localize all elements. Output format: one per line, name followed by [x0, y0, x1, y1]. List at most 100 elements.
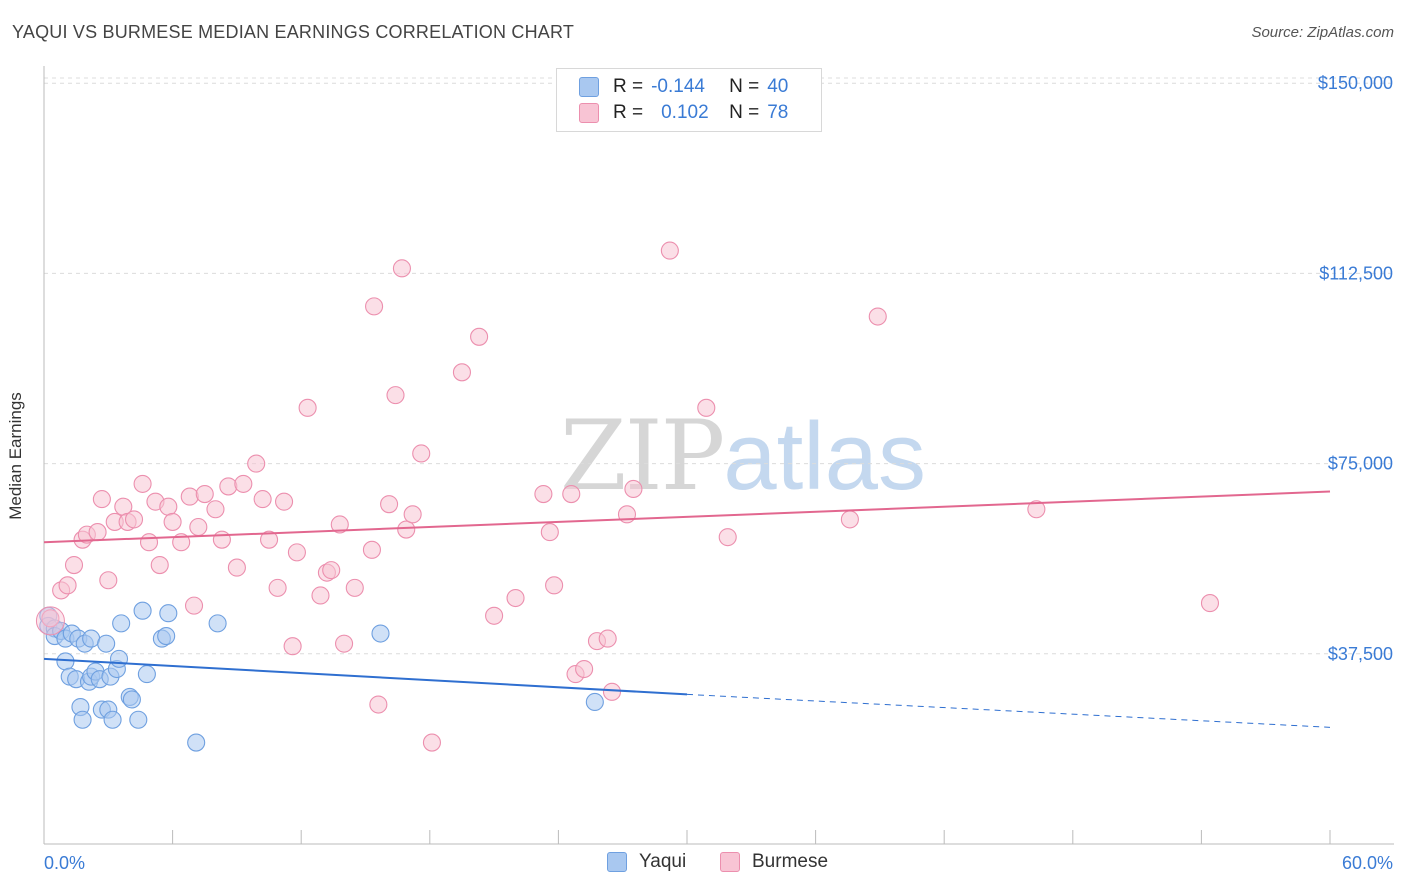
burmese-point — [219, 477, 238, 496]
burmese-point — [195, 484, 214, 504]
burmese-point — [227, 558, 246, 577]
burmese-point — [247, 454, 266, 473]
legend-n-value: 40 — [767, 76, 789, 97]
burmese-point — [598, 629, 617, 648]
burmese-point — [283, 637, 302, 656]
burmese-point — [268, 578, 287, 597]
yaqui-trend-line-extrapolated — [686, 693, 1331, 728]
bottom-legend-yaqui-label: Yaqui — [639, 851, 687, 872]
yaqui-point — [133, 601, 152, 620]
burmese-point — [298, 398, 317, 417]
burmese-point — [868, 307, 887, 326]
burmese-point — [180, 487, 199, 506]
burmese-point — [64, 555, 84, 575]
burmese-point — [92, 490, 111, 509]
yaqui-point — [137, 665, 156, 684]
yaqui-point — [56, 652, 75, 671]
bottom-legend-yaqui: Yaqui — [607, 851, 686, 873]
burmese-point — [412, 444, 431, 463]
burmese-point — [99, 571, 118, 590]
burmese-point — [163, 512, 182, 531]
y-tick-label: $150,000 — [1318, 73, 1393, 93]
watermark-atlas: atlas — [723, 403, 926, 510]
burmese-point — [275, 492, 294, 511]
bottom-legend-burmese-label: Burmese — [752, 851, 829, 872]
burmese-point — [562, 484, 581, 504]
burmese-point — [540, 523, 559, 542]
burmese-point — [386, 386, 405, 405]
correlation-legend: R = -0.144 N = 40 R = 0.102 N = 78 — [556, 68, 822, 132]
burmese-point — [253, 490, 272, 509]
burmese-point — [452, 363, 472, 382]
burmese-point — [41, 609, 60, 628]
burmese-point — [365, 297, 384, 316]
burmese-point — [287, 543, 306, 562]
legend-n-value: 78 — [767, 102, 789, 123]
burmese-point — [330, 515, 349, 534]
watermark: ZIPatlas — [560, 400, 926, 512]
burmese-point — [840, 510, 859, 529]
burmese-point — [259, 530, 279, 549]
burmese-point — [189, 517, 208, 537]
burmese-point — [206, 500, 225, 519]
y-tick-label: $112,500 — [1319, 263, 1393, 283]
legend-row-burmese: R = 0.102 N = 78 — [579, 100, 788, 126]
source-label: Source: ZipAtlas.com — [1251, 24, 1394, 41]
legend-r-label: R = — [613, 76, 644, 97]
yaqui-point — [82, 629, 101, 648]
x-tick-label-min: 0.0% — [44, 853, 85, 873]
yaqui-point — [122, 690, 141, 709]
bottom-legend-burmese: Burmese — [720, 851, 828, 873]
burmese-trend-line — [43, 490, 1331, 544]
burmese-point — [506, 588, 525, 608]
burmese-point — [133, 474, 152, 493]
burmese-swatch — [579, 103, 599, 123]
yaqui-point — [585, 692, 604, 712]
burmese-point — [369, 695, 388, 714]
burmese-point — [602, 682, 622, 701]
burmese-point — [159, 497, 178, 516]
yaqui-point — [157, 627, 176, 646]
burmese-point — [545, 576, 564, 595]
yaqui-point — [371, 624, 390, 643]
burmese-point — [58, 576, 77, 595]
burmese-point — [397, 520, 416, 539]
yaqui-point — [103, 710, 122, 729]
burmese-point — [150, 555, 169, 575]
burmese-point — [718, 528, 737, 547]
y-tick-label: $75,000 — [1328, 454, 1393, 474]
burmese-point — [380, 495, 399, 514]
yaqui-point — [129, 710, 148, 729]
legend-r-value: -0.144 — [651, 76, 705, 97]
burmese-point — [335, 634, 354, 653]
burmese-point — [88, 523, 107, 542]
yaqui-point — [73, 710, 92, 729]
legend-row-yaqui: R = -0.144 N = 40 — [579, 74, 788, 100]
yaqui-point — [97, 634, 116, 653]
yaqui-point — [208, 614, 227, 633]
burmese-point — [362, 540, 381, 559]
burmese-point — [311, 586, 330, 605]
legend-r-value: 0.102 — [661, 102, 709, 123]
burmese-point — [485, 606, 504, 625]
burmese-point — [1200, 594, 1220, 613]
x-tick-label-max: 60.0% — [1342, 853, 1393, 873]
burmese-point — [470, 327, 489, 346]
y-tick-label: $37,500 — [1328, 644, 1393, 664]
legend-n-label: N = — [729, 76, 760, 97]
burmese-point — [422, 733, 441, 752]
burmese-point — [212, 530, 231, 549]
yaqui-point — [159, 604, 178, 623]
burmese-point — [624, 479, 643, 499]
burmese-point — [660, 241, 679, 260]
burmese-point — [392, 259, 411, 278]
burmese-point — [403, 505, 422, 524]
burmese-point — [345, 578, 364, 597]
yaqui-point — [112, 614, 131, 633]
yaqui-swatch — [579, 77, 599, 97]
burmese-point — [697, 398, 716, 417]
yaqui-swatch — [607, 852, 627, 872]
burmese-point — [139, 533, 159, 552]
burmese-point — [322, 561, 341, 580]
